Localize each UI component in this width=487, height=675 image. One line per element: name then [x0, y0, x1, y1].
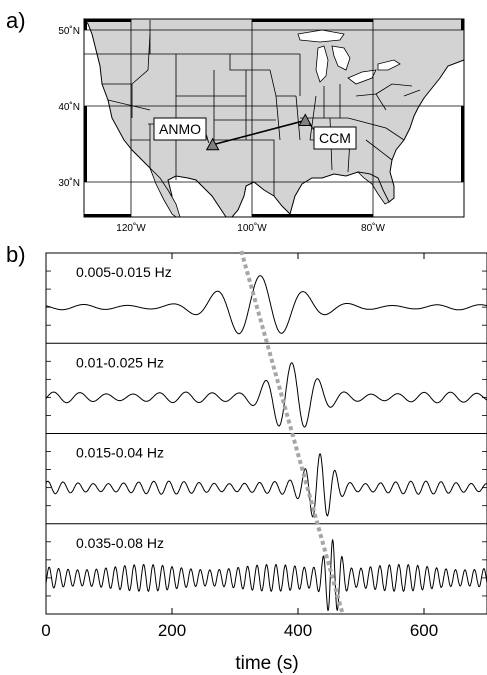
- x-tick-label: 600: [410, 621, 438, 640]
- lat-tick-label: 30˚N: [58, 177, 80, 189]
- group-arrival-moveout-line: [239, 250, 345, 613]
- map-panel: 50˚N 40˚N 30˚N 120˚W 100˚W 80˚W ANMO CCM: [58, 18, 465, 234]
- station-label-box-anmo: [153, 117, 207, 141]
- map-tick-labels: 50˚N 40˚N 30˚N 120˚W 100˚W 80˚W: [58, 25, 385, 234]
- lon-tick-label: 120˚W: [116, 222, 146, 234]
- seismic-trace-3: [45, 453, 487, 518]
- great-circle-path: [212, 119, 306, 146]
- seismogram-panel: 0.005-0.015 Hz 0.01-0.025 Hz 0.015-0.04 Hz…: [41, 250, 487, 640]
- lat-tick-label: 40˚N: [58, 101, 80, 113]
- state-borders: [84, 20, 421, 196]
- trace-band-label: 0.01-0.025 Hz: [76, 354, 164, 370]
- lon-tick-label: 100˚W: [237, 222, 267, 234]
- station-triangle-ccm: [298, 113, 313, 126]
- lon-tick-label: 80˚W: [361, 222, 385, 234]
- map-land: [82, 18, 465, 218]
- station-label-box-ccm: [313, 126, 357, 150]
- x-tick-label: 200: [158, 621, 186, 640]
- station-triangle-anmo: [205, 137, 220, 151]
- map-frame: [83, 18, 465, 218]
- seismic-trace-4: [45, 538, 487, 612]
- station-markers: ANMO CCM: [153, 113, 357, 151]
- x-tick-label: 0: [41, 621, 50, 640]
- x-axis-label: time (s): [235, 653, 298, 674]
- panel-a-label: a): [6, 8, 26, 33]
- lat-tick-label: 50˚N: [58, 25, 80, 37]
- trace-band-label: 0.035-0.08 Hz: [76, 535, 164, 551]
- station-label-anmo: ANMO: [159, 121, 201, 137]
- panel-b-label: b): [6, 242, 26, 267]
- seismic-trace-2: [45, 362, 487, 428]
- trace-band-label: 0.005-0.015 Hz: [76, 264, 172, 280]
- station-label-ccm: CCM: [319, 130, 351, 146]
- map-graticule: [84, 19, 464, 217]
- trace-band-label: 0.015-0.04 Hz: [76, 445, 164, 461]
- x-tick-label: 400: [284, 621, 312, 640]
- seismic-trace-1: [45, 275, 487, 335]
